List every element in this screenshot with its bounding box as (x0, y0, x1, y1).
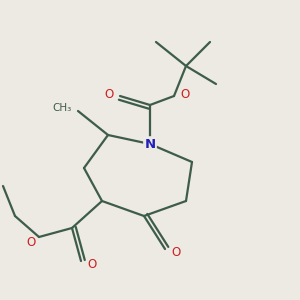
Text: O: O (180, 88, 189, 101)
Text: N: N (144, 137, 156, 151)
Text: O: O (27, 236, 36, 250)
Text: O: O (105, 88, 114, 101)
Text: CH₃: CH₃ (53, 103, 72, 113)
Text: O: O (171, 245, 180, 259)
Text: O: O (87, 257, 96, 271)
